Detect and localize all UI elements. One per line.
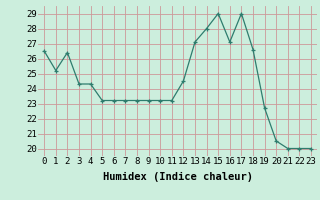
X-axis label: Humidex (Indice chaleur): Humidex (Indice chaleur) xyxy=(103,172,252,182)
